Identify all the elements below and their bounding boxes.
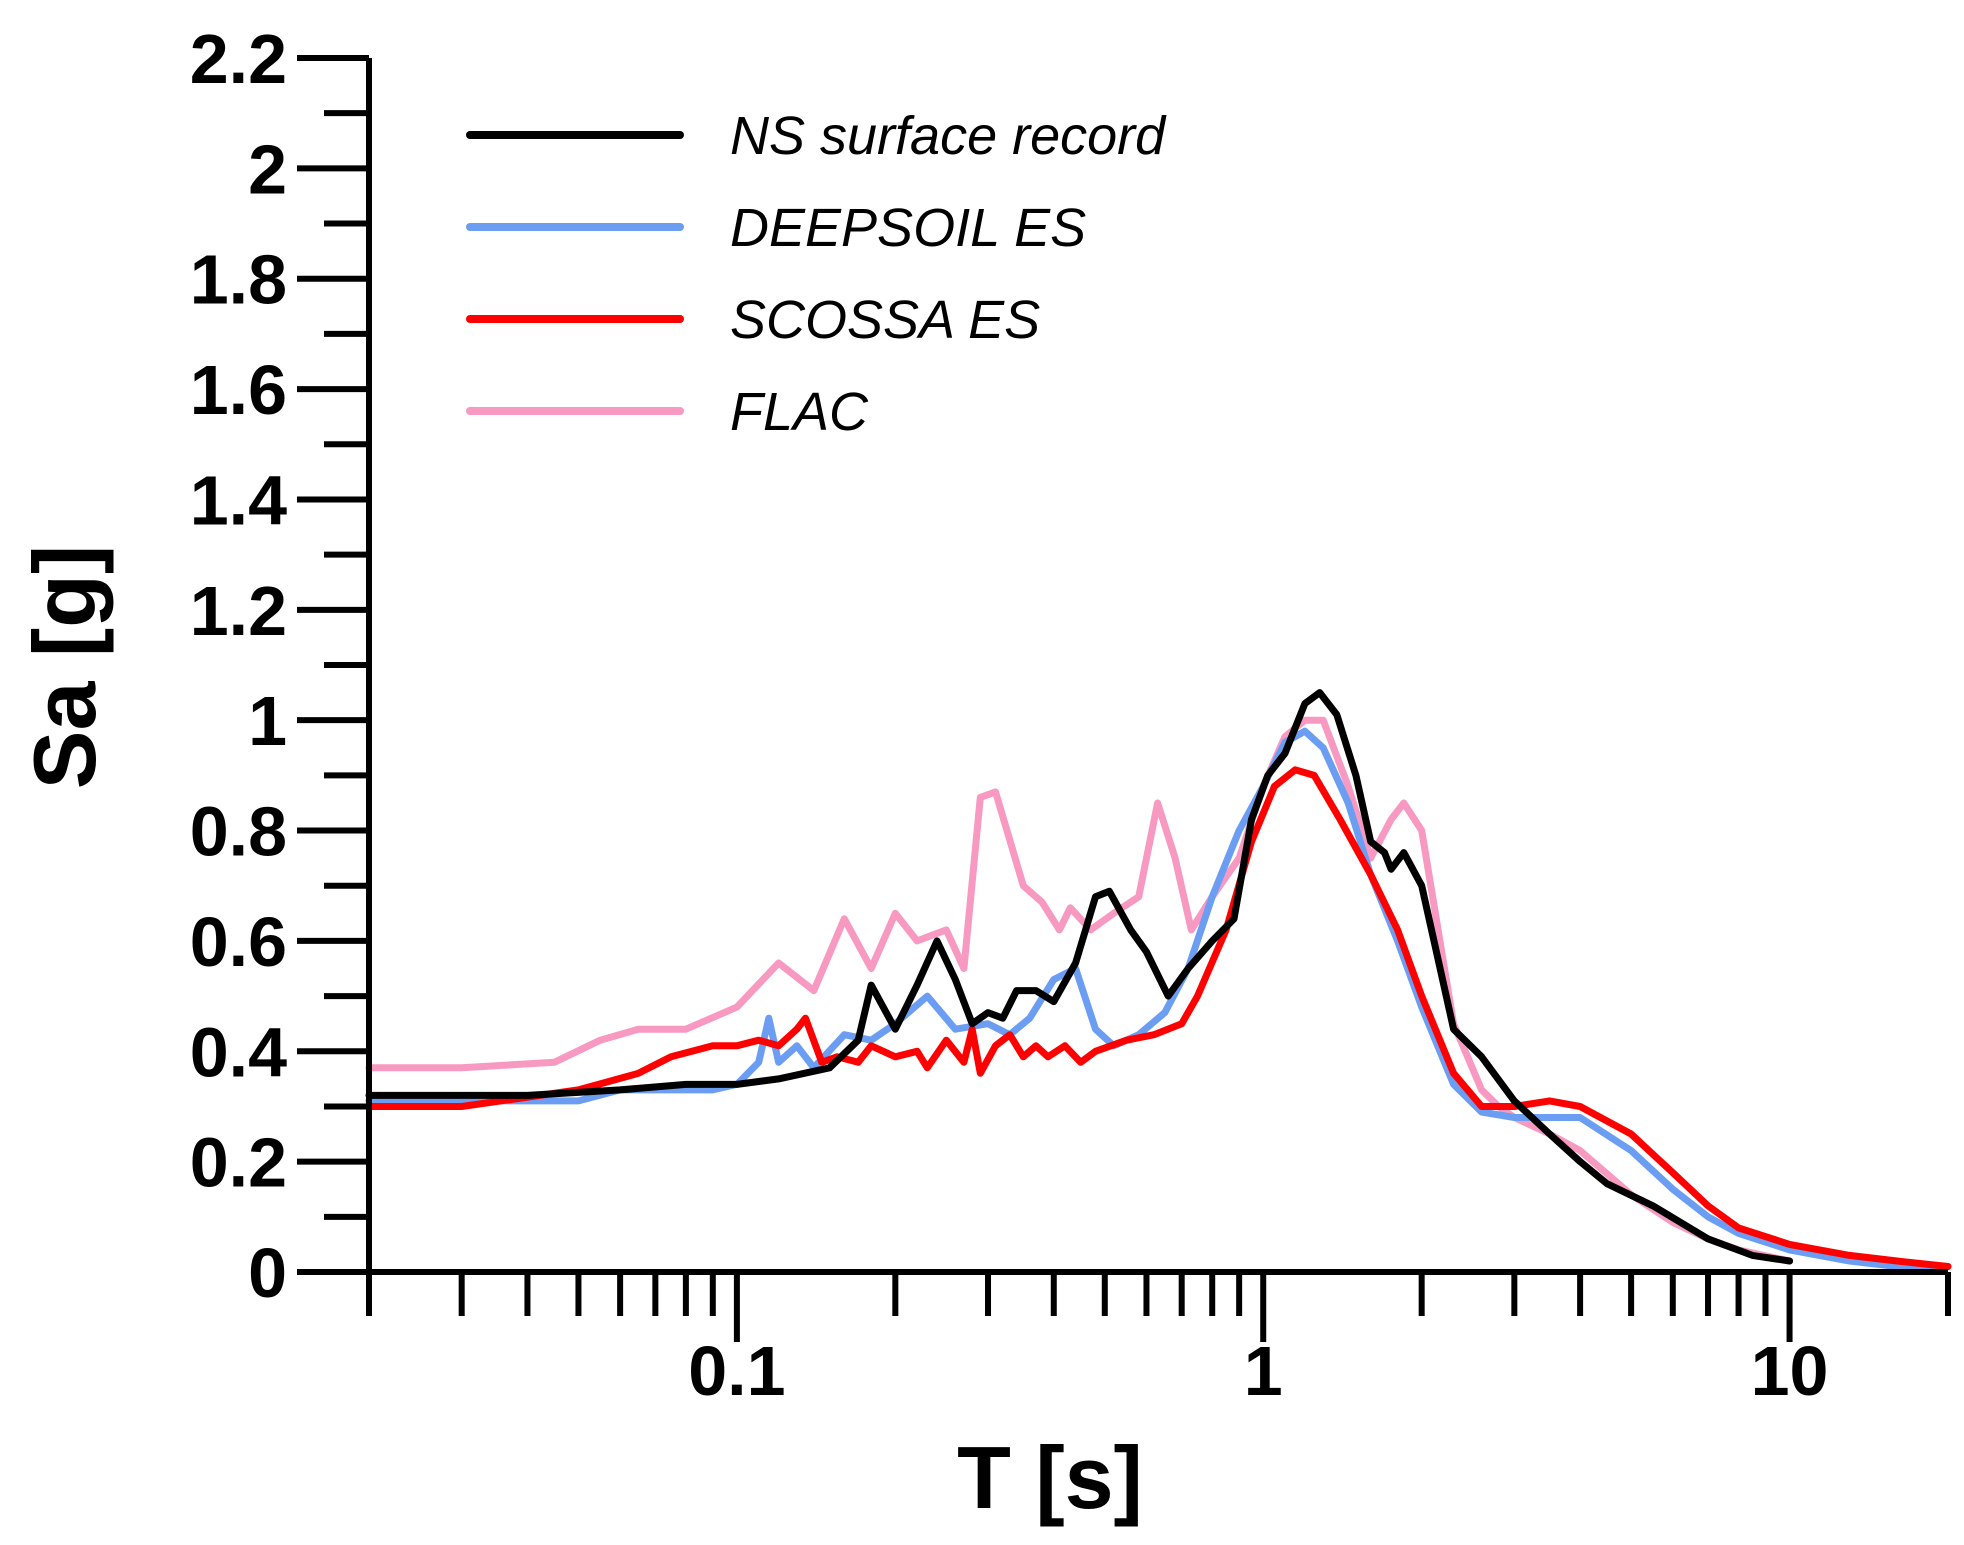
y-tick-label: 0.6 <box>190 903 287 981</box>
legend-item: DEEPSOIL ES <box>466 198 1086 258</box>
legend: NS surface record DEEPSOIL ES SCOSSA ES FLA… <box>466 106 1167 442</box>
y-tick-label: 0.4 <box>190 1013 287 1091</box>
y-tick-label: 0.8 <box>190 793 287 871</box>
y-tick-label: 1.8 <box>190 241 287 319</box>
y-tick-label: 0.2 <box>190 1124 287 1202</box>
y-tick-label: 1.4 <box>190 461 287 539</box>
y-tick-label: 2.2 <box>190 20 287 98</box>
legend-label: FLAC <box>730 382 869 442</box>
series-line-scossa-es <box>365 766 1952 1270</box>
legend-label: NS surface record <box>730 106 1167 166</box>
y-tick-label: 1.2 <box>190 572 287 650</box>
x-tick-label: 1 <box>1244 1332 1283 1410</box>
y-tick-label: 2 <box>248 130 287 208</box>
legend-item: FLAC <box>466 382 869 442</box>
legend-label: SCOSSA ES <box>730 290 1040 350</box>
series-line-ns-surface-record <box>365 689 1794 1265</box>
y-tick-label: 1.6 <box>190 351 287 429</box>
y-tick-label: 1 <box>248 682 287 760</box>
legend-item: SCOSSA ES <box>466 290 1040 350</box>
x-tick-label: 0.1 <box>688 1332 785 1410</box>
legend-item: NS surface record <box>466 106 1167 166</box>
y-axis-title: Sa [g] <box>15 545 114 789</box>
x-axis-title: T [s] <box>957 1428 1143 1527</box>
axes-layer: 0 0.2 0.4 0.6 0.8 1 1.2 1.4 1.6 1.8 2 2.2 0.1 1 10 <box>190 20 1951 1410</box>
series-layer <box>365 689 1952 1270</box>
x-tick-label: 10 <box>1751 1332 1829 1410</box>
legend-label: DEEPSOIL ES <box>730 198 1086 258</box>
y-tick-label: 0 <box>248 1234 287 1312</box>
